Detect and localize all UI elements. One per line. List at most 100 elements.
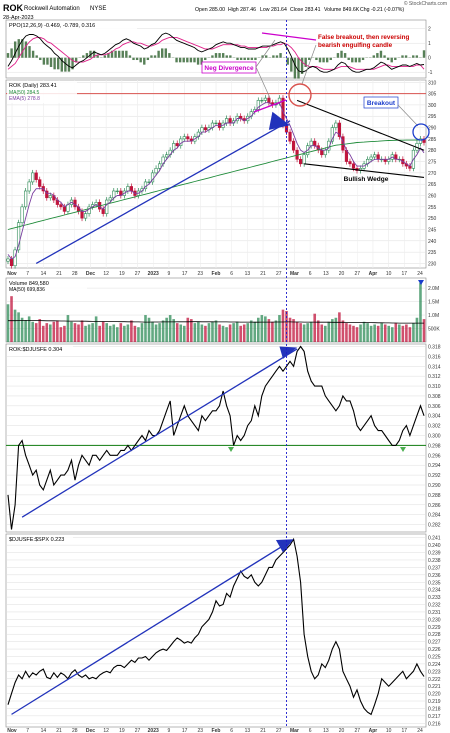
price-candle-body xyxy=(260,100,264,102)
price-candle-body xyxy=(126,186,130,192)
false-breakout-label-2: bearish engulfing candle xyxy=(318,42,393,49)
ppo-histogram-bar xyxy=(67,57,71,72)
ppo-histogram-bar xyxy=(57,57,60,70)
price-candle-body xyxy=(24,190,28,208)
ratio2-axis-tick-label: 0.229 xyxy=(428,625,441,631)
bottom-x-axis-label: 9 xyxy=(168,728,171,733)
bottom-x-axis-label: 7 xyxy=(26,728,29,733)
price-candle-body xyxy=(369,156,373,160)
volume-bar xyxy=(316,320,320,342)
bottom-x-axis-label: 14 xyxy=(41,728,47,733)
ratio1-axis-tick-label: 0.298 xyxy=(428,443,441,449)
volume-bar xyxy=(31,321,34,342)
volume-bar xyxy=(34,323,38,342)
volume-bar xyxy=(80,320,84,342)
ratio2-axis-tick-label: 0.223 xyxy=(428,669,441,675)
price-candle-body xyxy=(313,140,317,146)
ppo-histogram-bar xyxy=(24,41,28,58)
ppo-histogram-bar xyxy=(272,55,275,58)
header-exchange: NYSE xyxy=(90,6,106,12)
ppo-axis-tick-label: 0 xyxy=(428,56,431,62)
ppo-histogram-bar xyxy=(243,57,246,61)
price-x-axis-label: 17 xyxy=(402,271,408,277)
volume-bar xyxy=(323,325,327,342)
ppo-histogram-bar xyxy=(60,57,63,72)
price-candle-body xyxy=(351,163,356,169)
ratio1-axis-tick-label: 0.292 xyxy=(428,473,441,479)
price-candle-body xyxy=(80,211,84,219)
volume-bar xyxy=(274,320,278,342)
volume-bar xyxy=(355,327,359,342)
price-candle-body xyxy=(186,136,190,140)
bottom-x-axis-label: 28 xyxy=(72,728,78,733)
bottom-x-axis-label: 2023 xyxy=(148,728,159,733)
price-uptrend-arrow-icon xyxy=(268,111,291,130)
ppo-histogram-bar xyxy=(200,57,203,65)
volume-bar xyxy=(232,323,235,342)
ratio2-axis-tick-label: 0.238 xyxy=(428,558,441,564)
ppo-histogram-bar xyxy=(64,57,67,72)
price-x-axis-label: 2023 xyxy=(148,271,159,277)
ppo-divergence-line xyxy=(261,32,317,41)
price-axis-tick-label: 275 xyxy=(428,160,437,166)
price-divergence-line xyxy=(253,99,287,113)
price-x-axis-label: 10 xyxy=(386,271,392,277)
volume-bar xyxy=(154,324,158,342)
ppo-histogram-bar xyxy=(254,57,257,61)
volume-bar xyxy=(419,282,422,342)
bottom-x-axis-label: 21 xyxy=(56,728,62,733)
price-candle-body xyxy=(267,97,271,103)
ppo-histogram-bar xyxy=(150,55,153,58)
volume-bar xyxy=(225,327,228,342)
ratio2-axis-tick-label: 0.216 xyxy=(428,721,441,727)
ratio2-axis-tick-label: 0.234 xyxy=(428,588,441,594)
ratio1-axis-tick-label: 0.306 xyxy=(428,404,441,410)
ratio2-axis-tick-label: 0.222 xyxy=(428,677,441,683)
volume-bar xyxy=(373,324,376,342)
header-company: Rockwell Automation xyxy=(24,6,80,12)
ratio2-axis-tick-label: 0.232 xyxy=(428,603,441,609)
volume-bar xyxy=(20,317,24,342)
price-x-axis-label: 19 xyxy=(119,271,125,277)
volume-bar xyxy=(228,324,232,342)
ppo-histogram-bar xyxy=(107,53,110,58)
volume-bar xyxy=(235,321,239,342)
volume-bar xyxy=(200,324,204,342)
ppo-histogram-bar xyxy=(336,53,340,58)
volume-bar xyxy=(144,315,147,342)
bottom-x-axis-label: 6 xyxy=(230,728,233,733)
bottom-x-axis-label: 12 xyxy=(103,728,109,733)
ppo-histogram-bar xyxy=(135,57,139,61)
price-candle-body xyxy=(31,172,35,183)
ratio2-axis-tick-label: 0.226 xyxy=(428,647,441,653)
volume-bar xyxy=(186,317,190,342)
header-low: Low 281.64 xyxy=(260,7,287,13)
volume-bar xyxy=(398,324,401,342)
volume-bar xyxy=(140,323,144,342)
price-candle-body xyxy=(330,127,334,142)
neg-divergence-pointer xyxy=(255,66,271,99)
ratio2-axis-tick-label: 0.237 xyxy=(428,565,441,571)
price-axis-tick-label: 235 xyxy=(428,250,437,256)
price-x-axis-label: 9 xyxy=(168,271,171,277)
bottom-x-axis-label: 17 xyxy=(182,728,188,733)
ppo-histogram-bar xyxy=(343,53,347,58)
price-x-axis-label: 21 xyxy=(260,271,266,277)
volume-bar xyxy=(366,323,369,342)
ppo-histogram-bar xyxy=(422,50,426,58)
volume-bar xyxy=(130,320,133,342)
volume-bar xyxy=(264,316,267,342)
price-candle-body xyxy=(200,127,204,133)
ppo-histogram-bar xyxy=(354,57,358,63)
volume-bar xyxy=(126,324,130,342)
ppo-histogram-bar xyxy=(31,50,35,58)
ppo-histogram-bar xyxy=(376,53,379,58)
volume-bar xyxy=(59,327,63,342)
ppo-histogram-bar xyxy=(401,55,404,58)
price-candle-body xyxy=(418,138,423,144)
ratio2-axis-tick-label: 0.228 xyxy=(428,632,441,638)
volume-bar xyxy=(207,323,211,342)
volume-bar xyxy=(239,325,242,342)
breakout-label: Breakout xyxy=(367,100,396,107)
